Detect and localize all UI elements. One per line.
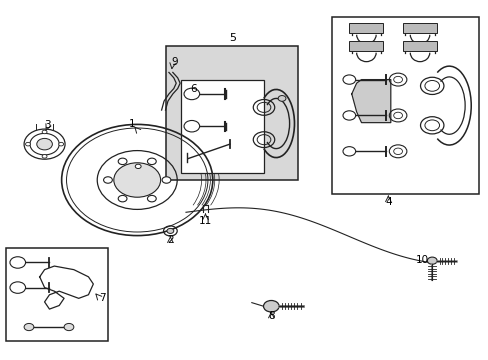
Circle shape (64, 323, 74, 330)
Bar (181, 80, 264, 173)
Bar (331, 17, 478, 194)
Circle shape (114, 163, 160, 197)
Bar (402, 23, 436, 33)
Bar (348, 41, 383, 51)
Text: 9: 9 (171, 57, 177, 67)
Text: 10: 10 (415, 255, 427, 265)
Bar (402, 41, 436, 51)
Text: 6: 6 (190, 84, 196, 94)
Bar (166, 45, 298, 180)
Text: 5: 5 (228, 33, 235, 43)
Text: 2: 2 (167, 235, 173, 245)
Circle shape (103, 177, 112, 183)
Circle shape (147, 158, 156, 165)
Circle shape (135, 164, 141, 168)
Text: 7: 7 (99, 293, 105, 303)
Circle shape (278, 95, 285, 101)
Text: 1: 1 (129, 120, 135, 129)
Circle shape (42, 154, 47, 158)
Circle shape (42, 130, 47, 134)
Circle shape (59, 142, 63, 146)
Text: 8: 8 (267, 311, 274, 321)
Circle shape (37, 138, 52, 150)
Circle shape (25, 142, 30, 146)
Bar (348, 23, 383, 33)
Text: 3: 3 (43, 121, 50, 130)
Text: 4: 4 (384, 197, 391, 207)
Circle shape (263, 301, 279, 312)
Circle shape (147, 195, 156, 202)
Circle shape (427, 257, 436, 264)
Bar (5, 248, 108, 341)
Circle shape (166, 228, 173, 233)
Circle shape (118, 158, 127, 165)
Circle shape (162, 177, 170, 183)
Circle shape (24, 323, 34, 330)
Text: 11: 11 (199, 216, 212, 226)
Polygon shape (351, 80, 390, 123)
Circle shape (118, 195, 127, 202)
